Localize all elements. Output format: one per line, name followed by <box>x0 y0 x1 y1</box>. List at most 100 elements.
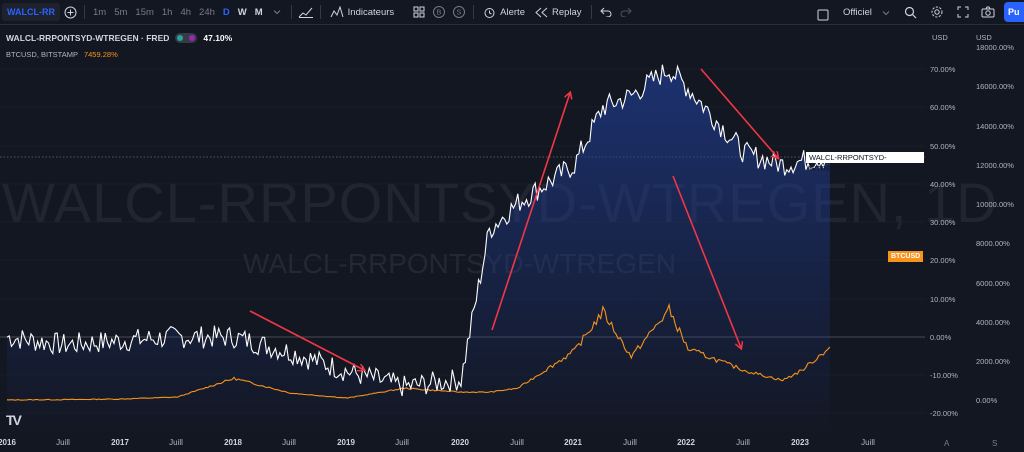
alert-label: Alerte <box>500 6 525 18</box>
camera-icon[interactable] <box>978 2 998 22</box>
usd-tick-label: 8000.00% <box>976 239 1010 248</box>
usd-tick-label: 12000.00% <box>976 161 1014 170</box>
percent-tick-label: 30.00% <box>930 218 956 227</box>
auto-scale-button[interactable]: A <box>944 439 950 448</box>
usd-axis-header: USD <box>976 33 992 42</box>
usd-tick-label: 6000.00% <box>976 279 1010 288</box>
btc-series-title: BTCUSD, BITSTAMP <box>6 50 78 59</box>
percent-axis: 70.00% 60.00% 50.00% 40.00% 30.00% 20.00% 10.0… <box>930 65 958 418</box>
main-series-legend[interactable]: WALCL-RRPONTSYD-WTREGEN · FRED 47.10% <box>6 33 232 43</box>
usd-tick-label: 0.00% <box>976 396 998 405</box>
usd-tick-label: 14000.00% <box>976 122 1014 131</box>
publish-button[interactable]: Pu <box>1004 2 1024 22</box>
timeframe-24h[interactable]: 24h <box>199 6 215 18</box>
trend-arrows <box>249 68 778 370</box>
indicators-icon <box>330 6 344 18</box>
timeframe-1m[interactable]: 1m <box>93 6 107 18</box>
top-toolbar: WALCL-RR 1m 5m 15m 1h 4h 24h D W M Indicateurs B… <box>0 0 1024 25</box>
btcusd-series-line <box>6 302 831 401</box>
layout-grid-icon[interactable] <box>409 2 429 22</box>
official-dropdown[interactable]: Officiel <box>838 0 895 25</box>
timeframe-5m[interactable]: 5m <box>114 6 128 18</box>
indicators-button[interactable]: Indicateurs <box>325 0 399 25</box>
main-series-title: WALCL-RRPONTSYD-WTREGEN · FRED <box>6 33 170 43</box>
time-label-year: 2023 <box>791 438 809 447</box>
chart-style-icon[interactable] <box>296 2 316 22</box>
arrow-down-2022-walcl <box>700 68 778 158</box>
svg-text:B: B <box>437 10 442 17</box>
usd-tick-label: 10000.00% <box>976 200 1014 209</box>
symbol-search[interactable]: WALCL-RR <box>2 3 60 21</box>
time-label-month: Juill <box>169 438 183 447</box>
alarm-clock-icon <box>484 7 495 18</box>
settings-scale-button[interactable]: S <box>992 439 998 448</box>
symbol-label: WALCL-RR <box>7 7 55 17</box>
arrow-down-2018 <box>249 310 364 370</box>
time-label-year: 2022 <box>677 438 695 447</box>
fullscreen-square-icon[interactable] <box>813 5 833 25</box>
timeframe-group: 1m 5m 15m 1h 4h 24h D W M <box>89 7 267 18</box>
percent-axis-header: USD <box>932 33 948 42</box>
redo-icon[interactable] <box>616 2 636 22</box>
template-b-icon[interactable]: B <box>429 2 449 22</box>
percent-tick-label: 50.00% <box>930 142 956 151</box>
percent-tick-label: 0.00% <box>930 333 952 342</box>
indicators-label: Indicateurs <box>347 6 395 18</box>
usd-tick-label: 18000.00% <box>976 43 1014 52</box>
replay-button[interactable]: Replay <box>530 0 587 25</box>
time-label-year: 2017 <box>111 438 129 447</box>
chevron-down-icon <box>882 10 890 15</box>
time-label-month: Juill <box>861 438 875 447</box>
time-label-month: Juill <box>623 438 637 447</box>
percent-tick-label: 70.00% <box>930 65 956 74</box>
fullscreen-icon[interactable] <box>953 2 973 22</box>
time-label-year: 2019 <box>337 438 355 447</box>
replay-label: Replay <box>551 6 582 18</box>
usd-tick-label: 16000.00% <box>976 82 1014 91</box>
time-label-month: Juill <box>56 438 70 447</box>
time-label-year: 2018 <box>224 438 242 447</box>
timeframe-w[interactable]: W <box>237 6 247 18</box>
search-icon[interactable] <box>900 2 920 22</box>
percent-tick-label: 20.00% <box>930 256 956 265</box>
chevron-down-icon[interactable] <box>267 2 287 22</box>
usd-tick-label: 2000.00% <box>976 357 1010 366</box>
timeframe-4h[interactable]: 4h <box>180 6 192 18</box>
timeframe-m[interactable]: M <box>254 6 263 18</box>
time-label-year: 2021 <box>564 438 582 447</box>
percent-tick-label: -20.00% <box>930 409 958 418</box>
main-series-area <box>7 64 830 437</box>
percent-tick-label: 40.00% <box>930 180 956 189</box>
time-label-month: Juill <box>282 438 296 447</box>
walcl-series-line <box>6 64 831 397</box>
arrow-up-2020 <box>491 93 570 331</box>
undo-icon[interactable] <box>596 2 616 22</box>
time-label-month: Juill <box>736 438 750 447</box>
official-label: Officiel <box>843 7 872 18</box>
replay-rewind-icon <box>535 7 548 17</box>
compare-add-icon[interactable] <box>60 2 80 22</box>
gear-icon[interactable] <box>927 2 947 22</box>
tradingview-logo[interactable]: TV <box>6 412 22 428</box>
timeframe-1h[interactable]: 1h <box>161 6 173 18</box>
time-label-month: Juill <box>395 438 409 447</box>
time-label-year: 2020 <box>451 438 469 447</box>
arrow-down-2022-btc <box>672 175 741 348</box>
template-s-icon[interactable]: S <box>449 2 469 22</box>
visibility-toggle-icon[interactable] <box>175 33 198 43</box>
timeframe-d[interactable]: D <box>222 6 230 18</box>
publish-label: Pu <box>1008 7 1020 17</box>
usd-axis: 18000.00% 16000.00% 14000.00% 12000.00% 1000… <box>976 43 1014 405</box>
percent-tick-label: 60.00% <box>930 103 956 112</box>
usd-tick-label: 4000.00% <box>976 318 1010 327</box>
alert-button[interactable]: Alerte <box>478 0 530 25</box>
main-price-tag: WALCL-RRPONTSYD-WTREGEN <box>806 152 924 173</box>
svg-text:S: S <box>457 10 462 17</box>
percent-tick-label: -10.00% <box>930 371 958 380</box>
btc-series-legend[interactable]: BTCUSD, BITSTAMP 7459.28% <box>6 50 118 59</box>
timeframe-15m[interactable]: 15m <box>135 6 154 18</box>
price-chart[interactable]: 70.00% 60.00% 50.00% 40.00% 30.00% 20.00% 10.0… <box>0 25 1024 437</box>
btc-price-tag: BTCUSD <box>888 251 923 262</box>
btc-series-value: 7459.28% <box>83 50 118 59</box>
main-series-value: 47.10% <box>203 33 233 43</box>
